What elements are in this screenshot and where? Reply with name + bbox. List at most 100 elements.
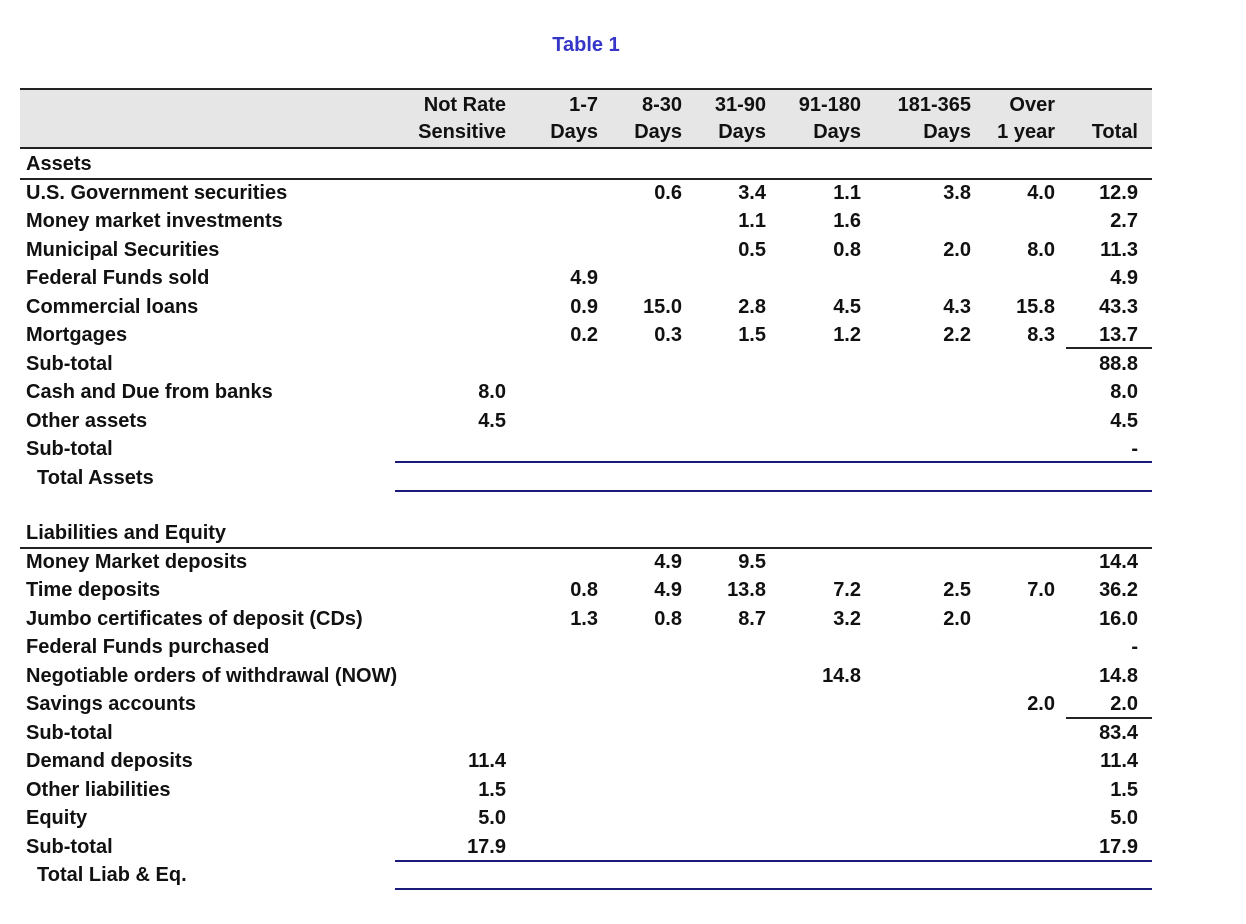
cell-value: 17.9: [1099, 835, 1138, 858]
cell-value: 9.5: [738, 550, 766, 573]
section-heading: Assets: [26, 153, 92, 175]
column-header-line2: 1 year: [997, 121, 1055, 143]
cell-value: 0.9: [570, 295, 598, 318]
cell-value: 83.4: [1099, 721, 1138, 744]
row-label: Other assets: [26, 409, 148, 432]
cell-value: -: [1131, 636, 1138, 658]
cell-value: 8.3: [1027, 324, 1055, 346]
cell-value: 2.5: [943, 579, 971, 601]
row-label: Jumbo certificates of deposit (CDs): [26, 607, 363, 630]
total-rule-bottom: [395, 490, 1152, 492]
cell-value: 2.7: [1110, 210, 1138, 232]
cell-value: 4.9: [570, 267, 598, 289]
cell-value: 3.4: [738, 181, 766, 204]
row-label: Federal Funds purchased: [26, 636, 270, 658]
cell-value: 2.0: [1110, 693, 1138, 715]
cell-value: -: [1131, 438, 1138, 460]
cell-value: 1.5: [1110, 778, 1138, 801]
column-header-line2: Days: [718, 121, 766, 143]
cell-value: 1.6: [833, 210, 861, 232]
cell-value: 1.1: [833, 181, 861, 204]
cell-value: 7.0: [1027, 579, 1055, 601]
cell-value: 13.7: [1099, 324, 1138, 346]
cell-value: 0.3: [654, 324, 682, 346]
subtotal-rule: [1066, 717, 1152, 719]
cell-value: 4.5: [478, 409, 506, 432]
total-rule-bottom: [395, 888, 1152, 890]
column-header-line2: Total: [1091, 121, 1138, 143]
column-header-line1: 31-90: [714, 94, 766, 116]
cell-value: 14.8: [822, 664, 861, 687]
column-header-line1: 181-365: [897, 94, 971, 116]
cell-value: 13.8: [727, 579, 766, 601]
section-rule: [20, 178, 1152, 180]
cell-value: 5.0: [1110, 807, 1138, 829]
cell-value: 1.2: [833, 324, 861, 346]
column-header-line1: 91-180: [798, 94, 861, 116]
cell-value: 2.0: [943, 607, 971, 630]
cell-value: 17.9: [467, 835, 506, 858]
cell-value: 8.0: [1027, 238, 1055, 261]
cell-value: 2.0: [1027, 693, 1055, 715]
cell-value: 1.1: [738, 210, 766, 232]
cell-value: 4.0: [1027, 181, 1055, 204]
column-header-line2: Days: [634, 121, 682, 143]
row-label: Sub-total: [26, 352, 113, 375]
row-label: Mortgages: [26, 324, 128, 346]
cell-value: 8.0: [1110, 381, 1138, 403]
cell-value: 3.8: [943, 181, 971, 204]
cell-value: 4.3: [943, 295, 971, 318]
cell-value: 11.4: [468, 750, 506, 772]
row-label: Federal Funds sold: [26, 267, 210, 289]
total-label: Total Assets: [37, 466, 154, 489]
cell-value: 11.3: [1100, 238, 1138, 261]
row-label: Savings accounts: [26, 693, 197, 715]
header-band: [20, 88, 1152, 149]
row-label: Commercial loans: [26, 295, 199, 318]
section-heading: Liabilities and Equity: [26, 522, 227, 544]
column-header-line2: Days: [550, 121, 598, 143]
cell-value: 15.0: [643, 295, 682, 318]
cell-value: 4.9: [654, 550, 682, 573]
row-label: Negotiable orders of withdrawal (NOW): [26, 664, 398, 687]
row-label: Sub-total: [26, 721, 113, 744]
total-label: Total Liab & Eq.: [37, 864, 187, 886]
total-rule-top: [395, 860, 1152, 862]
cell-value: 1.5: [478, 778, 506, 801]
column-header-line2: Days: [923, 121, 971, 143]
section-rule: [20, 547, 1152, 549]
cell-value: 11.4: [1100, 750, 1138, 772]
cell-value: 4.9: [1110, 267, 1138, 289]
cell-value: 12.9: [1099, 181, 1138, 204]
row-label: Other liabilities: [26, 778, 171, 801]
row-label: Sub-total: [26, 438, 113, 460]
cell-value: 0.2: [570, 324, 598, 346]
cell-value: 0.8: [654, 607, 682, 630]
cell-value: 2.0: [943, 238, 971, 261]
cell-value: 4.9: [654, 579, 682, 601]
table-title: Table 1: [552, 34, 620, 56]
subtotal-rule: [1066, 347, 1152, 349]
column-header-line1: 8-30: [641, 94, 682, 116]
cell-value: 3.2: [833, 607, 861, 630]
cell-value: 14.8: [1099, 664, 1138, 687]
cell-value: 8.0: [478, 381, 506, 403]
cell-value: 1.3: [570, 607, 598, 630]
cell-value: 0.5: [738, 238, 766, 261]
total-rule-top: [395, 461, 1152, 463]
cell-value: 14.4: [1099, 550, 1138, 573]
cell-value: 0.6: [654, 181, 682, 204]
row-label: Demand deposits: [26, 750, 193, 772]
row-label: Equity: [26, 807, 88, 829]
cell-value: 5.0: [478, 807, 506, 829]
cell-value: 15.8: [1016, 295, 1055, 318]
cell-value: 0.8: [570, 579, 598, 601]
column-header-line2: Days: [813, 121, 861, 143]
column-header-line2: Sensitive: [418, 121, 506, 143]
row-label: U.S. Government securities: [26, 181, 288, 204]
column-header-line1: 1-7: [569, 94, 598, 116]
cell-value: 1.5: [738, 324, 766, 346]
cell-value: 0.8: [833, 238, 861, 261]
cell-value: 2.8: [738, 295, 766, 318]
cell-value: 36.2: [1099, 579, 1138, 601]
